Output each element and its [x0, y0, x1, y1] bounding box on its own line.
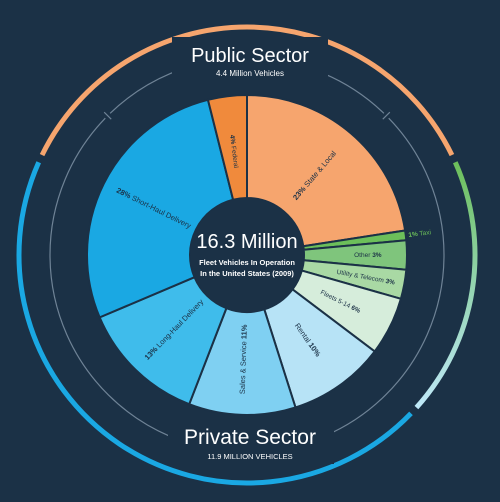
ring-separator-tick-2: [103, 111, 112, 120]
slice-percent-taxi: 1%: [408, 231, 418, 239]
public-title-backdrop: [172, 37, 328, 81]
center-title: 16.3 Million: [196, 231, 297, 253]
slice-name-other: Other: [354, 252, 372, 259]
slice-name-taxi: Taxi: [417, 229, 431, 238]
sector-arcs: [16, 24, 478, 486]
private-sector-title: Private Sector: [184, 426, 316, 449]
donut-slices: [86, 93, 408, 416]
center-subtitle-line-2: In the United States (2009): [200, 269, 294, 278]
slice-percent-other: 3%: [372, 252, 382, 259]
private-sector-outer-arc: [16, 161, 413, 486]
slice-percent-utility-telecom: 3%: [385, 278, 396, 287]
public-sector-outer-arc: [39, 24, 455, 157]
slice-percent-federal: 4%: [228, 135, 236, 145]
center-hole: [190, 198, 304, 312]
slice-name-sales-service: Sales & Service: [238, 339, 249, 394]
center-subtitle-line-1: Fleet Vehicles In Operation: [199, 258, 295, 267]
slice-label-federal: 4% Federal: [228, 135, 239, 169]
slice-label-other: Other 3%: [354, 252, 382, 259]
slice-name-federal: Federal: [230, 144, 240, 169]
private-sector-subtitle: 11.9 MILLION VEHICLES: [207, 452, 292, 461]
private-title-backdrop: [168, 418, 334, 464]
green-transition-outer-arc: [414, 161, 478, 410]
ring-separator-tick-1: [382, 111, 391, 120]
public-sector-subtitle: 4.4 Million Vehicles: [216, 69, 284, 78]
public-sector-title: Public Sector: [191, 45, 309, 67]
slice-label-taxi: 1% Taxi: [408, 229, 431, 239]
slice-label-sales-service: Sales & Service 11%: [238, 324, 249, 394]
slice-percent-fleets-5-14: 6%: [350, 304, 362, 315]
slice-percent-sales-service: 11%: [239, 324, 248, 339]
